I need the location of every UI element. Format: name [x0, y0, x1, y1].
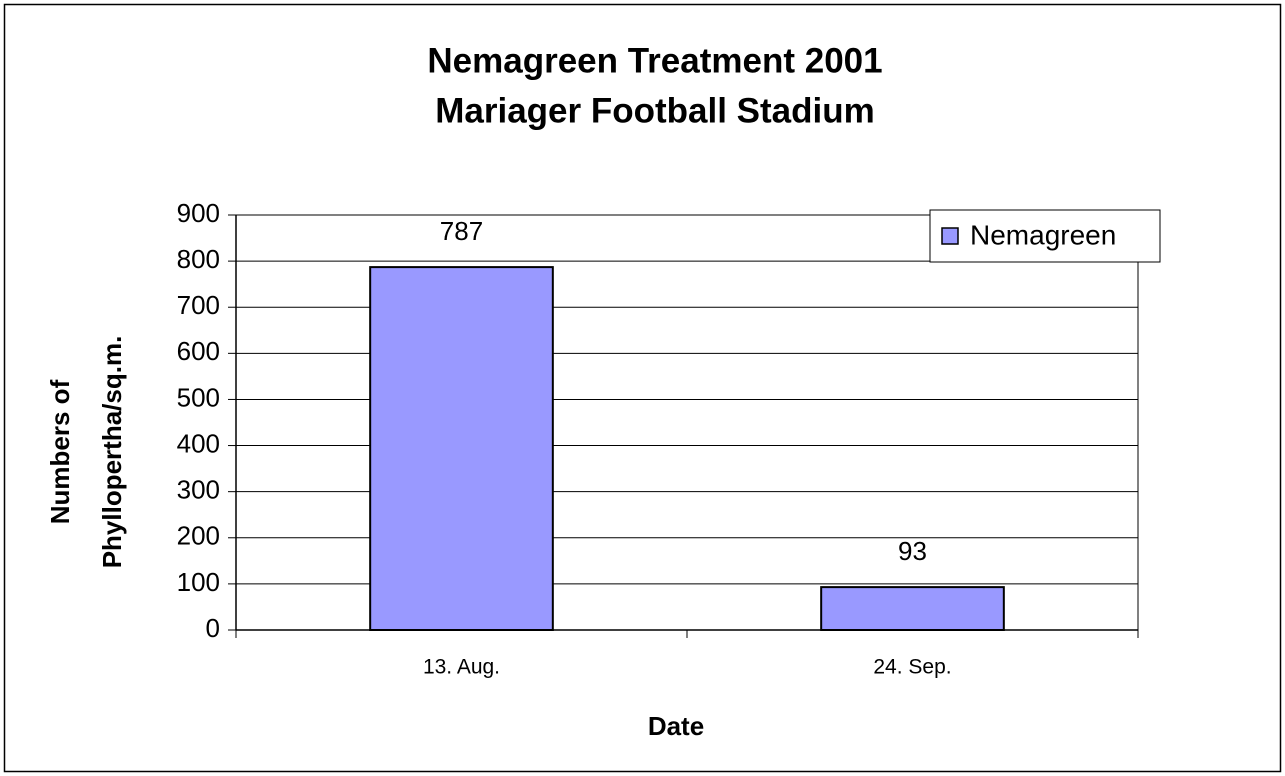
y-axis-label: Phyllopertha/sq.m.	[97, 336, 127, 569]
y-tick-label: 400	[177, 428, 220, 458]
bar	[820, 586, 1005, 631]
x-tick-label: 24. Sep.	[873, 656, 951, 679]
x-tick-label: 13. Aug.	[423, 656, 500, 679]
y-tick-label: 0	[206, 613, 220, 643]
x-axis-label: Date	[648, 711, 704, 741]
y-tick-label: 200	[177, 521, 220, 551]
y-tick-label: 700	[177, 290, 220, 320]
y-tick-label: 300	[177, 475, 220, 505]
data-label: 787	[440, 216, 483, 246]
chart-subtitle: Mariager Football Stadium	[435, 91, 875, 130]
y-tick-label: 600	[177, 336, 220, 366]
y-tick-label: 100	[177, 567, 220, 597]
data-label: 93	[898, 536, 927, 566]
legend-swatch	[941, 227, 959, 245]
bar	[369, 266, 554, 631]
y-tick-label: 500	[177, 382, 220, 412]
chart-border	[3, 3, 1282, 773]
legend-label: Nemagreen	[970, 219, 1116, 250]
legend-box	[929, 209, 1161, 263]
chart-title: Nemagreen Treatment 2001	[427, 41, 882, 80]
y-axis-label: Numbers of	[45, 379, 75, 524]
y-tick-label: 800	[177, 244, 220, 274]
y-tick-label: 900	[177, 198, 220, 228]
